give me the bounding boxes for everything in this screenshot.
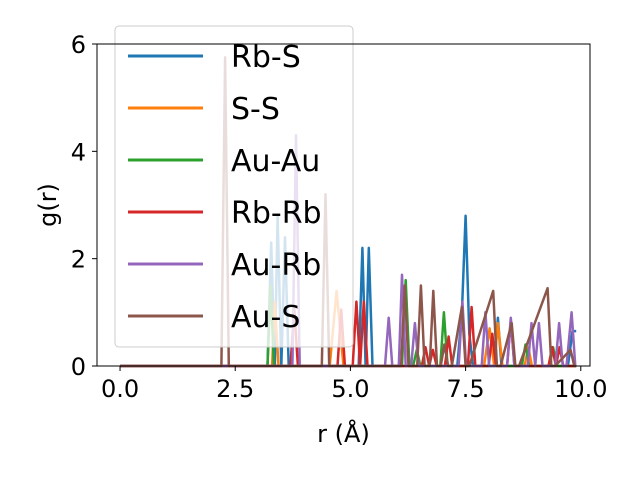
legend-label-au-rb: Au-Rb bbox=[231, 248, 321, 283]
legend-label-au-au: Au-Au bbox=[231, 144, 320, 179]
y-tick-label: 4 bbox=[71, 138, 86, 166]
legend: Rb-S S-S Au-Au Rb-Rb Au-Rb Au-S bbox=[114, 25, 354, 348]
axes-frame bbox=[96, 43, 591, 367]
y-axis-ticks: 0 2 4 6 bbox=[71, 31, 97, 381]
legend-label-s-s: S-S bbox=[231, 92, 280, 127]
x-tick-label: 5.0 bbox=[331, 375, 369, 403]
legend-label-rb-s: Rb-S bbox=[231, 40, 301, 75]
x-tick-label: 10.0 bbox=[554, 375, 607, 403]
legend-label-au-s: Au-S bbox=[231, 300, 300, 335]
legend-box bbox=[114, 25, 354, 348]
x-axis-label: r (Å) bbox=[317, 419, 370, 448]
x-tick-label: 2.5 bbox=[216, 375, 254, 403]
x-tick-label: 7.5 bbox=[447, 375, 485, 403]
y-tick-label: 6 bbox=[71, 31, 86, 59]
x-tick-label: 0.0 bbox=[101, 375, 139, 403]
x-axis-ticks: 0.0 2.5 5.0 7.5 10.0 bbox=[101, 366, 608, 403]
legend-label-rb-rb: Rb-Rb bbox=[231, 196, 322, 231]
y-tick-label: 2 bbox=[71, 246, 86, 274]
y-axis-label: g(r) bbox=[34, 183, 62, 227]
y-tick-label: 0 bbox=[71, 353, 86, 381]
